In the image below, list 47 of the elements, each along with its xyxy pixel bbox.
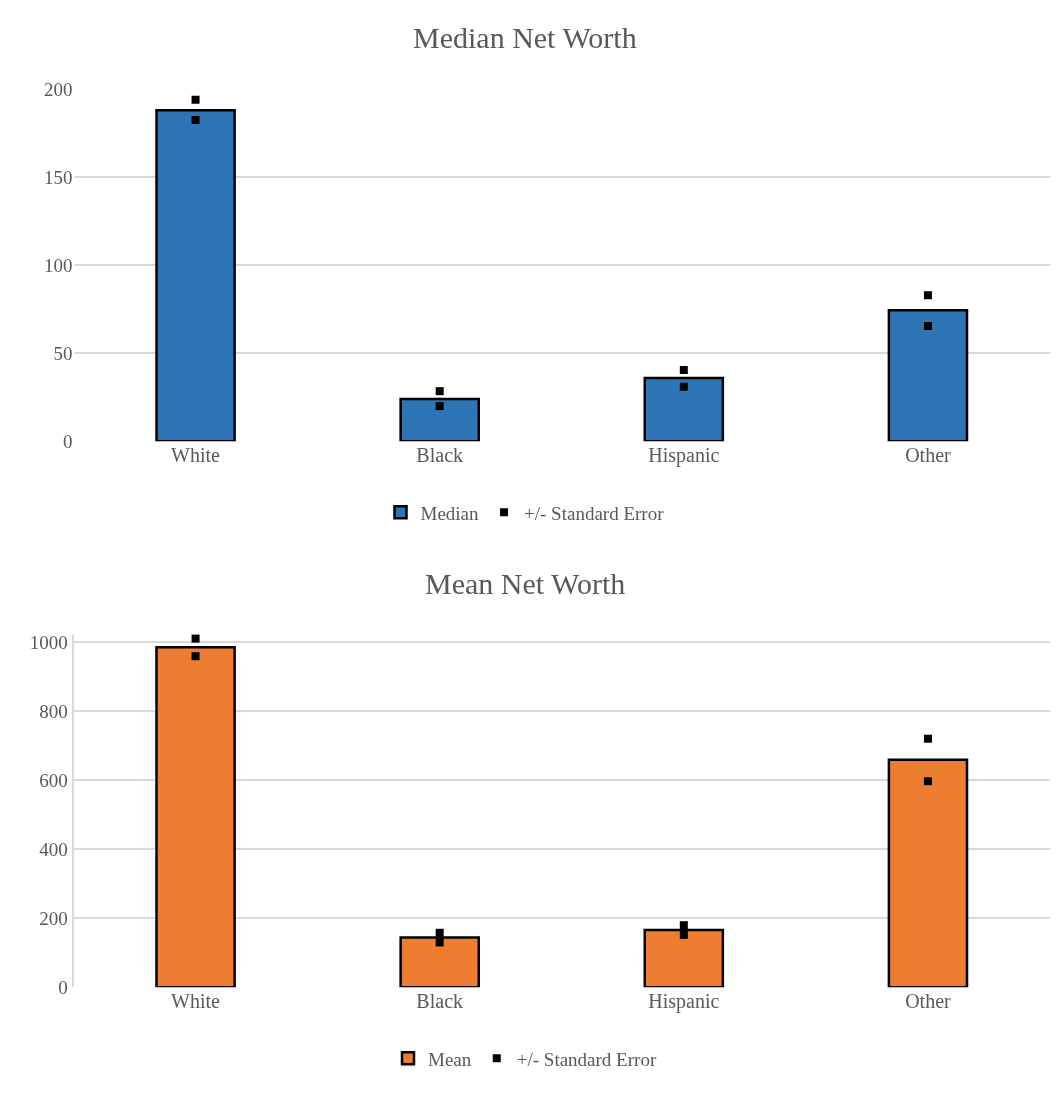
chart-title: Median Net Worth (413, 21, 637, 54)
point (435, 387, 444, 396)
y-tick-label: 200 (44, 78, 73, 100)
point (191, 634, 200, 643)
y-tick-label: 150 (44, 166, 73, 188)
y-tick-label: 0 (58, 976, 68, 998)
bar (887, 758, 969, 988)
x-tick-label: Other (905, 444, 952, 467)
point (923, 322, 932, 330)
point (923, 291, 932, 300)
point (435, 402, 444, 411)
x-tick-label: Black (416, 990, 464, 1013)
y-tick-label: 1000 (29, 631, 68, 653)
legend-label: Mean (428, 1048, 472, 1070)
x-tick-label: Hispanic (648, 990, 720, 1014)
point (679, 366, 688, 375)
y-tick-label: 200 (39, 907, 68, 929)
chart-title: Mean Net Worth (425, 567, 626, 600)
x-tick-label: White (171, 444, 221, 467)
legend-label: +/- Standard Error (524, 502, 665, 524)
y-tick-label: 50 (53, 342, 73, 364)
legend-label: Median (420, 502, 480, 524)
point (435, 938, 444, 947)
legend-label: +/- Standard Error (516, 1048, 657, 1070)
bar (643, 376, 725, 442)
point (679, 382, 688, 391)
y-tick-label: 100 (44, 254, 73, 276)
point (191, 115, 200, 124)
x-tick-label: White (171, 990, 221, 1013)
x-tick-label: Black (416, 444, 464, 467)
bar (887, 308, 969, 442)
bar (399, 397, 480, 442)
point (923, 777, 932, 786)
y-tick-label: 400 (39, 838, 68, 860)
bar (155, 109, 236, 442)
point (435, 928, 444, 937)
point (679, 921, 688, 930)
y-tick-label: 600 (39, 769, 68, 791)
point (923, 734, 932, 743)
y-tick-label: 800 (39, 700, 68, 722)
x-tick-label: Other (905, 990, 952, 1013)
x-tick-label: Hispanic (648, 444, 720, 468)
point (191, 652, 200, 661)
point (191, 95, 200, 104)
point (679, 930, 688, 939)
y-tick-label: 0 (63, 430, 73, 452)
bar (155, 646, 236, 988)
